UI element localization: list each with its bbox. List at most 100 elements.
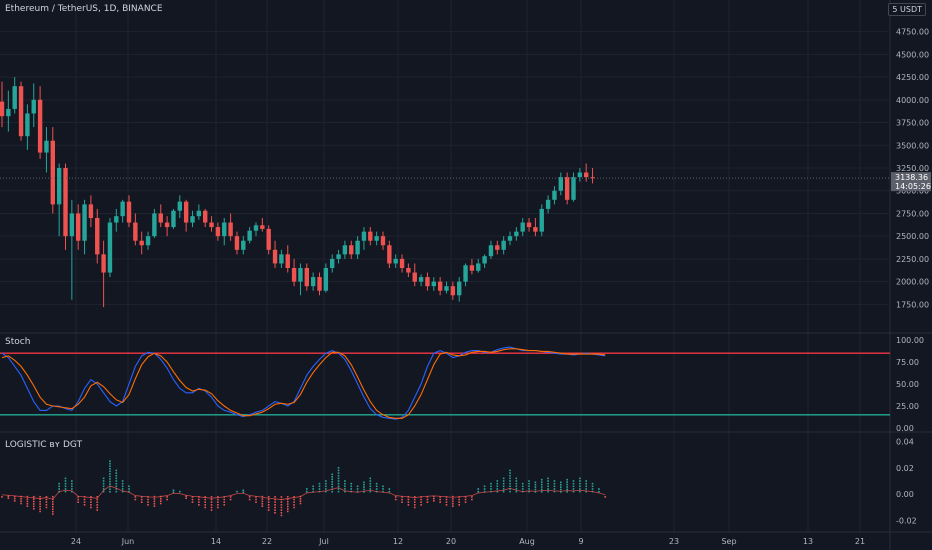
logistic-dot: [26, 505, 29, 507]
logistic-dot: [204, 498, 206, 501]
logistic-dot: [58, 485, 60, 488]
candle-body: [501, 240, 506, 250]
logistic-dot: [579, 482, 581, 485]
logistic-dot: [483, 485, 486, 488]
logistic-dot: [274, 498, 276, 501]
logistic-dot: [579, 490, 581, 493]
candle-body: [31, 99, 36, 114]
logistic-dot: [140, 496, 143, 498]
logistic-dot: [534, 491, 537, 493]
logistic-dot: [534, 481, 537, 484]
logistic-dot: [286, 510, 289, 513]
logistic-dot: [166, 498, 168, 501]
candle-body: [355, 240, 360, 255]
candle-body: [469, 265, 475, 271]
candle-body: [203, 210, 208, 223]
logistic-dot: [547, 480, 549, 482]
logistic-dot: [325, 485, 327, 488]
logistic-dot: [401, 496, 403, 498]
logistic-dot: [39, 503, 41, 505]
logistic-dot: [198, 504, 200, 506]
candle-body: [571, 177, 576, 200]
logistic-dot: [515, 482, 518, 485]
logistic-dot: [369, 490, 372, 493]
logistic-dot: [337, 482, 340, 485]
time-axis-label: Jul: [318, 537, 329, 546]
logistic-dot: [64, 477, 67, 480]
logistic-dot: [369, 482, 372, 485]
candle-body: [56, 168, 62, 205]
logistic-dot: [566, 483, 568, 486]
logistic-dot: [96, 501, 99, 503]
logistic-dot: [102, 488, 105, 490]
logistic-dot: [553, 482, 556, 485]
logistic-dot: [109, 485, 111, 488]
logistic-dot: [96, 496, 99, 498]
candle-body: [88, 204, 94, 218]
logistic-dot: [420, 498, 422, 501]
logistic-dot: [109, 468, 111, 470]
candle-body: [114, 216, 119, 223]
candle-body: [183, 201, 189, 223]
logistic-dot: [77, 501, 79, 503]
logistic-dot: [515, 488, 518, 490]
logistic-dot: [572, 490, 575, 493]
logistic-dot: [210, 498, 213, 501]
currency-unit-badge[interactable]: 5 USDT: [888, 3, 926, 16]
logistic-dot: [274, 509, 276, 511]
candle-body: [399, 258, 405, 268]
logistic-dot: [261, 495, 264, 498]
logistic-dot: [1, 496, 3, 498]
logistic-dot: [344, 482, 346, 485]
logistic-dot: [344, 488, 346, 490]
candle-body: [0, 101, 5, 117]
logistic-dot: [331, 476, 333, 478]
candle-body: [450, 286, 456, 296]
logistic-dot: [71, 490, 73, 493]
logistic-dot: [32, 505, 35, 508]
logistic-dot: [26, 500, 29, 503]
logistic-dot: [579, 485, 581, 488]
logistic-dot: [553, 480, 556, 482]
logistic-dot: [26, 495, 29, 498]
logistic-dot: [369, 477, 372, 480]
logistic-dot: [274, 496, 276, 498]
logistic-dot: [382, 488, 384, 490]
logistic-dot: [496, 490, 499, 493]
logistic-dot: [515, 490, 518, 493]
price-axis-tick: 3000.00: [896, 187, 929, 196]
logistic-dot: [306, 488, 308, 490]
time-axis-label: 21: [855, 537, 865, 546]
logistic-dot: [509, 488, 511, 490]
candle-body: [95, 218, 100, 255]
price-axis-tick: 1750.00: [896, 300, 929, 309]
logistic-dot: [560, 491, 562, 493]
candle-body: [44, 140, 49, 153]
candle-body: [539, 208, 544, 232]
logistic-dot: [121, 480, 124, 482]
logistic-axis-tick: 0.00: [896, 490, 914, 499]
logistic-dot: [198, 498, 200, 501]
logistic-dot: [407, 504, 410, 506]
logistic-dot: [566, 478, 568, 481]
logistic-dot: [267, 504, 270, 506]
logistic-dot: [140, 501, 143, 503]
logistic-dot: [515, 477, 518, 480]
logistic-dot: [267, 509, 270, 511]
logistic-dot: [318, 488, 321, 490]
logistic-dot: [90, 506, 92, 509]
logistic-dot: [52, 500, 54, 503]
logistic-dot: [413, 496, 416, 498]
logistic-dot: [509, 480, 511, 482]
candle-body: [564, 177, 570, 200]
logistic-dot: [217, 504, 219, 506]
logistic-dot: [39, 508, 41, 510]
logistic-dot: [26, 502, 29, 505]
candle-body: [431, 281, 436, 287]
logistic-dot: [109, 475, 111, 478]
logistic-dot: [413, 504, 416, 506]
logistic-dot: [71, 485, 73, 488]
candle-body: [514, 231, 519, 237]
logistic-dot: [344, 480, 346, 482]
